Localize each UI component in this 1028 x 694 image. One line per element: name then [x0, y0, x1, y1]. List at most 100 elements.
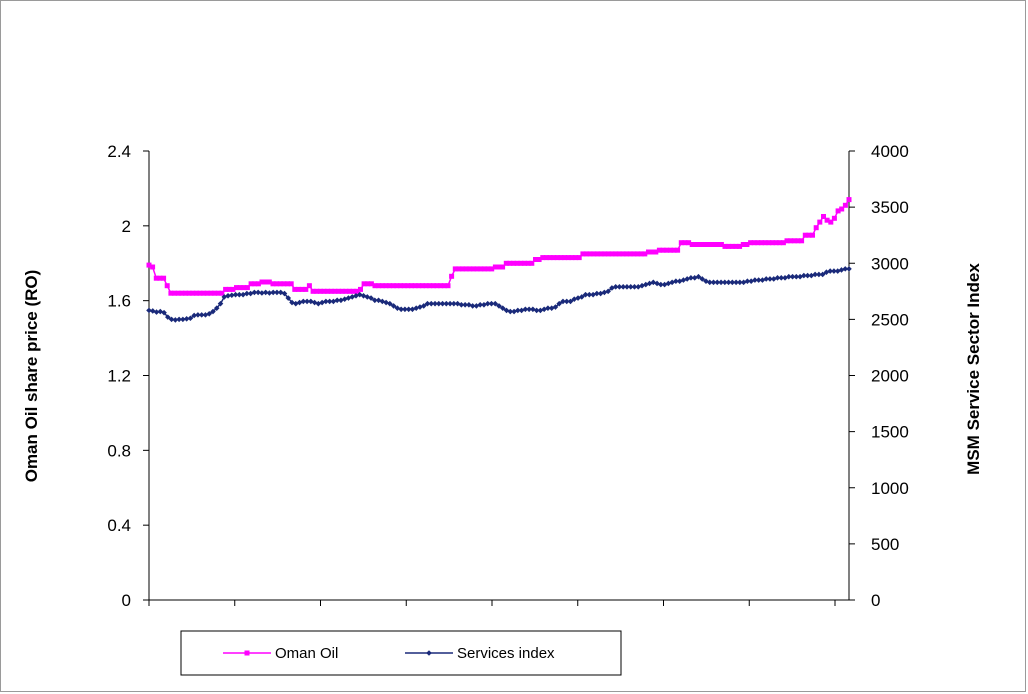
data-point [656, 247, 662, 253]
data-point [201, 290, 207, 296]
data-point [658, 281, 664, 288]
data-point [338, 297, 344, 304]
data-point [778, 275, 785, 281]
data-point [529, 260, 535, 266]
data-point [416, 283, 422, 289]
data-point [642, 281, 649, 288]
data-point [427, 283, 433, 289]
data-point [186, 290, 192, 296]
data-point [496, 264, 502, 270]
data-point [350, 288, 356, 294]
data-point [582, 291, 589, 298]
data-point [605, 251, 611, 257]
left-y-tick-label: 1.2 [107, 367, 131, 386]
data-point [737, 243, 743, 249]
data-point [543, 255, 549, 261]
data-point [635, 284, 642, 290]
data-point [434, 283, 440, 289]
data-point [785, 273, 792, 280]
data-point [737, 279, 743, 286]
data-point [334, 297, 340, 304]
data-point [616, 284, 623, 290]
data-point [206, 310, 213, 317]
data-point [492, 264, 498, 270]
data-point [620, 251, 626, 257]
data-point [439, 300, 446, 307]
data-point [202, 312, 209, 318]
right-y-tick-label: 4000 [871, 142, 909, 161]
data-point [612, 284, 619, 290]
data-point [383, 283, 389, 289]
data-point [460, 266, 465, 272]
data-point [627, 251, 633, 257]
data-point [706, 279, 713, 286]
data-point [795, 238, 801, 244]
series-services-index [146, 266, 852, 323]
left-y-axis-ticks: 0 0.4 0.8 1.2 1.6 2 2.4 [107, 142, 149, 610]
legend-label: Services index [457, 645, 555, 662]
data-point [176, 316, 182, 323]
data-point [624, 251, 630, 257]
data-point [802, 232, 808, 238]
data-point [605, 288, 611, 295]
data-point [661, 281, 668, 288]
data-point [210, 308, 216, 315]
data-point [306, 283, 312, 289]
data-point [552, 304, 559, 310]
data-point [635, 251, 640, 257]
data-point [620, 284, 626, 290]
data-point [412, 283, 418, 289]
data-point [682, 240, 688, 246]
data-point [545, 305, 551, 311]
data-point [259, 290, 265, 296]
data-point [817, 219, 823, 225]
data-point [511, 260, 517, 266]
data-point [219, 290, 225, 296]
data-point [195, 312, 201, 318]
data-point [330, 298, 337, 305]
data-point [725, 279, 732, 286]
data-point [387, 283, 393, 289]
data-point [536, 257, 542, 262]
data-point [325, 288, 331, 294]
left-y-axis-title: Oman Oil share price (RO) [22, 270, 41, 483]
data-point [310, 288, 316, 294]
data-point [161, 275, 167, 281]
data-point [266, 279, 272, 285]
data-point [190, 290, 196, 296]
data-point [804, 272, 811, 279]
data-point [675, 247, 681, 253]
data-point [718, 242, 724, 247]
data-point [584, 251, 589, 257]
data-point [198, 312, 205, 318]
data-point [631, 284, 638, 290]
data-point [587, 251, 593, 257]
data-point [252, 281, 258, 287]
data-point [469, 303, 476, 309]
data-point [281, 281, 287, 287]
data-point [375, 297, 382, 304]
data-point [714, 279, 721, 286]
data-point [157, 275, 163, 281]
data-point [270, 281, 276, 287]
data-point [153, 275, 159, 281]
data-point [168, 316, 175, 323]
data-point [398, 306, 404, 313]
data-point [609, 251, 615, 257]
data-point [213, 305, 220, 311]
data-point [695, 273, 702, 280]
data-point [819, 271, 826, 278]
data-point [419, 283, 425, 289]
data-point [449, 273, 455, 279]
data-point [715, 242, 721, 247]
data-point [664, 247, 670, 253]
data-point [503, 307, 510, 314]
data-point [816, 271, 822, 278]
data-point [649, 249, 655, 255]
data-point [762, 240, 768, 246]
data-point [627, 284, 634, 290]
data-point [296, 286, 301, 292]
data-point [699, 276, 706, 282]
data-point [755, 240, 761, 246]
data-point [507, 308, 514, 315]
